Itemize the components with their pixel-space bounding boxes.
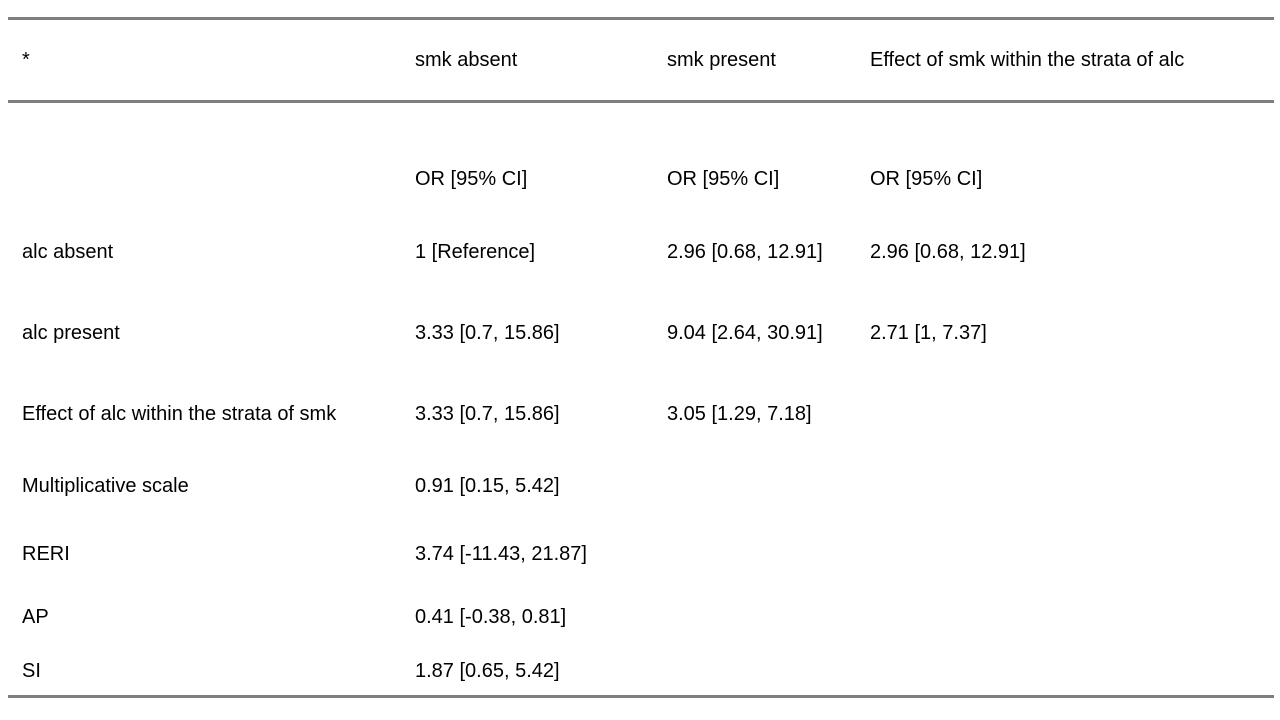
row-label-ap: AP <box>22 606 49 628</box>
table-row-ap: AP 0.41 [-0.38, 0.81] <box>8 588 1274 648</box>
empty-cell <box>415 102 667 144</box>
cell-value: 1 [Reference] <box>415 241 536 263</box>
table-row-alc-absent: alc absent 1 [Reference] 2.96 [0.68, 12.… <box>8 215 1274 291</box>
table-row-multiplicative-scale: Multiplicative scale 0.91 [0.15, 5.42] <box>8 453 1274 521</box>
cell-value <box>667 648 870 697</box>
interaction-results-table: * smk absent smk present Effect of smk w… <box>8 17 1274 698</box>
row-label-empty <box>8 144 415 215</box>
table-row-effect-of-alc: Effect of alc within the strata of smk 3… <box>8 376 1274 453</box>
cell-value <box>667 453 870 521</box>
cell-value: 1.87 [0.65, 5.42] <box>415 659 560 682</box>
table-row-si: SI 1.87 [0.65, 5.42] <box>8 648 1274 697</box>
cell-or-ci-smk-present: OR [95% CI] <box>667 167 780 190</box>
cell-value <box>667 521 870 588</box>
table-header-row: * smk absent smk present Effect of smk w… <box>8 19 1274 102</box>
column-header-smk-present: smk present <box>667 48 776 71</box>
cell-value <box>870 453 1274 521</box>
cell-or-ci-smk-absent: OR [95% CI] <box>415 167 528 190</box>
cell-or-ci-effect: OR [95% CI] <box>870 167 983 190</box>
cell-value <box>870 376 1274 453</box>
row-label-reri: RERI <box>22 542 70 565</box>
spacer-row <box>8 102 1274 144</box>
column-header-asterisk: * <box>22 48 30 71</box>
row-label-si: SI <box>22 659 41 682</box>
cell-value: 3.33 [0.7, 15.86] <box>415 321 560 344</box>
row-label-multiplicative-scale: Multiplicative scale <box>22 475 189 497</box>
column-header-smk-absent: smk absent <box>415 48 518 71</box>
cell-value: 3.74 [-11.43, 21.87] <box>415 542 587 565</box>
cell-value <box>870 521 1274 588</box>
cell-value: 0.41 [-0.38, 0.81] <box>415 606 567 628</box>
cell-value <box>870 588 1274 648</box>
row-label-alc-absent: alc absent <box>22 241 114 263</box>
row-label-effect-of-alc: Effect of alc within the strata of smk <box>22 402 337 425</box>
cell-value: 0.91 [0.15, 5.42] <box>415 475 560 497</box>
row-label-alc-present: alc present <box>22 321 120 344</box>
cell-value: 3.33 [0.7, 15.86] <box>415 402 560 425</box>
empty-cell <box>8 102 415 144</box>
column-header-effect-smk: Effect of smk within the strata of alc <box>870 48 1185 71</box>
cell-value <box>870 648 1274 697</box>
empty-cell <box>667 102 870 144</box>
table-row-alc-present: alc present 3.33 [0.7, 15.86] 9.04 [2.64… <box>8 291 1274 376</box>
cell-value: 2.96 [0.68, 12.91] <box>667 241 823 263</box>
cell-value <box>667 588 870 648</box>
cell-value: 9.04 [2.64, 30.91] <box>667 321 823 344</box>
cell-value: 2.71 [1, 7.37] <box>870 321 987 344</box>
cell-value: 2.96 [0.68, 12.91] <box>870 241 1026 263</box>
table-row-or-subheader: OR [95% CI] OR [95% CI] OR [95% CI] <box>8 144 1274 215</box>
table-row-reri: RERI 3.74 [-11.43, 21.87] <box>8 521 1274 588</box>
empty-cell <box>870 102 1274 144</box>
cell-value: 3.05 [1.29, 7.18] <box>667 402 812 425</box>
